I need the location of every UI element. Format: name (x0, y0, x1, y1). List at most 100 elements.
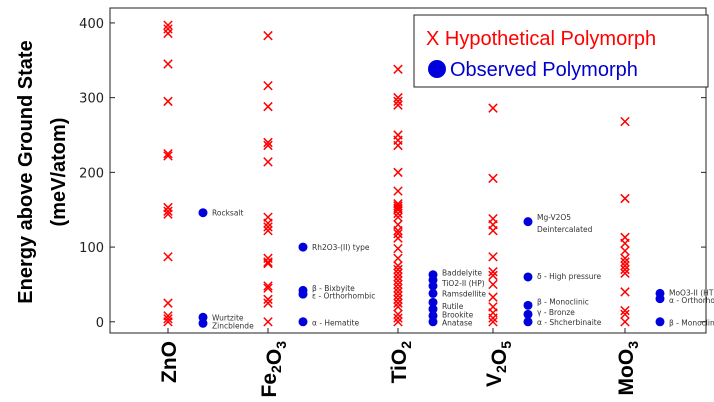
hypothetical-point (163, 317, 173, 327)
annotation-label: MoO3-II (HT) (669, 289, 714, 298)
hypothetical-point (620, 246, 630, 256)
hypothetical-point (620, 238, 630, 249)
hypothetical-point (263, 218, 273, 228)
annotation-label: Brookite (442, 310, 474, 319)
hypothetical-point (263, 258, 273, 269)
hypothetical-x-stroke (263, 258, 273, 269)
hypothetical-point (393, 96, 403, 107)
legend: X Hypothetical Polymorph Observed Polymo… (413, 14, 709, 88)
annotation-label: δ - High pressure (537, 272, 601, 281)
hypothetical-point (393, 298, 403, 308)
hypothetical-point (163, 59, 173, 69)
hypothetical-x-stroke (163, 209, 173, 219)
hypothetical-x-stroke (163, 28, 173, 39)
hypothetical-x-stroke (393, 233, 403, 243)
x-tick-subscript: 2 (398, 341, 414, 349)
x-tick-label-moo3: MoO3 (615, 341, 641, 396)
hypothetical-point (488, 317, 498, 327)
hypothetical-x-stroke (263, 294, 273, 305)
hypothetical-x-stroke (488, 103, 498, 113)
hypothetical-x-stroke (488, 270, 498, 281)
hypothetical-point (263, 140, 273, 151)
plot-frame (109, 7, 707, 334)
hypothetical-x-stroke (393, 140, 403, 151)
hypothetical-point (488, 173, 498, 184)
hypothetical-point (163, 206, 173, 216)
hypothetical-x-stroke (393, 212, 403, 222)
hypothetical-point (393, 140, 403, 151)
hypothetical-x-stroke (393, 268, 403, 278)
hypothetical-x-stroke (163, 24, 173, 34)
hypothetical-point (393, 268, 403, 278)
hypothetical-point (620, 287, 630, 297)
hypothetical-point (393, 233, 403, 243)
hypothetical-point (393, 261, 403, 271)
observed-point (198, 208, 208, 218)
x-tick-text: O (488, 349, 511, 365)
hypothetical-x-stroke (263, 298, 273, 308)
x-tick-text: V (483, 373, 506, 387)
hypothetical-point (488, 225, 498, 236)
hypothetical-point (393, 243, 403, 254)
hypothetical-point (393, 317, 403, 327)
hypothetical-x-stroke (620, 317, 630, 327)
hypothetical-markers (163, 20, 630, 327)
hypothetical-x-stroke (263, 281, 273, 291)
hypothetical-x-stroke (263, 283, 273, 293)
annotation-label: β - Bixbyite (312, 284, 355, 293)
hypothetical-point (620, 193, 630, 204)
hypothetical-x-stroke (163, 202, 173, 213)
hypothetical-point (393, 275, 403, 286)
hypothetical-x-stroke (393, 279, 403, 290)
hypothetical-x-stroke (393, 243, 403, 254)
hypothetical-point (393, 287, 403, 297)
hypothetical-x-stroke (263, 218, 273, 228)
observed-point (523, 272, 533, 282)
y-axis-label: Energy above Ground State (meV/atom) (15, 40, 70, 303)
hypothetical-point (488, 279, 498, 290)
observed-point (655, 294, 665, 304)
legend-observed-label: Observed Polymorph (450, 59, 638, 81)
annotation-label: Rutile (442, 302, 464, 311)
hypothetical-x-stroke (620, 305, 630, 316)
hypothetical-x-stroke (263, 140, 273, 151)
hypothetical-x-stroke (163, 314, 173, 324)
hypothetical-point (393, 279, 403, 290)
hypothetical-x-stroke (393, 294, 403, 305)
observed-point (523, 217, 533, 227)
hypothetical-point (393, 100, 403, 110)
y-axis-label-line1: Energy above Ground State (15, 40, 37, 303)
axes (109, 7, 707, 334)
x-tick-text: Fe (258, 373, 281, 398)
x-tick-subscript: 2 (493, 365, 509, 373)
x-tick-text: MoO (615, 349, 638, 396)
hypothetical-x-stroke (488, 292, 498, 302)
hypothetical-point (393, 212, 403, 222)
hypothetical-point (163, 209, 173, 219)
hypothetical-point (393, 186, 403, 196)
observed-point (428, 304, 438, 314)
hypothetical-x-stroke (393, 64, 403, 74)
hypothetical-point (620, 257, 630, 267)
y-tick-label: 100 (79, 241, 104, 256)
hypothetical-x-stroke (263, 101, 273, 112)
hypothetical-x-stroke (393, 253, 403, 264)
annotation-label: Anatase (442, 319, 473, 328)
hypothetical-point (163, 252, 173, 262)
hypothetical-point (488, 103, 498, 113)
hypothetical-x-stroke (393, 261, 403, 271)
y-tick-label: 0 (96, 316, 104, 331)
observed-point (428, 288, 438, 298)
hypothetical-x-stroke (393, 228, 403, 239)
hypothetical-point (393, 264, 403, 275)
hypothetical-x-stroke (393, 309, 403, 320)
annotation-label: Deintercalated (537, 225, 593, 234)
hypothetical-x-stroke (620, 246, 630, 256)
hypothetical-point (263, 80, 273, 91)
hypothetical-point (163, 20, 173, 30)
y-tick-label: 200 (79, 166, 104, 181)
hypothetical-x-stroke (488, 225, 498, 236)
hypothetical-point (263, 222, 273, 232)
